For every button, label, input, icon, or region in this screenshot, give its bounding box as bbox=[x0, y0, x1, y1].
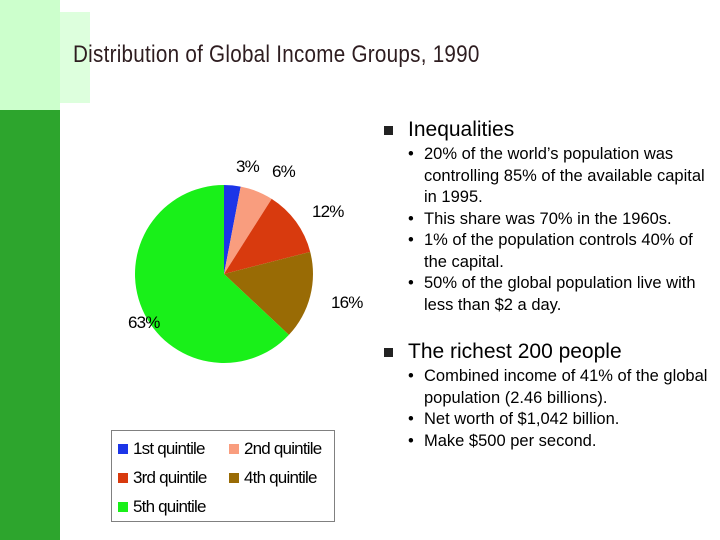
bullet-dot-icon: • bbox=[408, 231, 414, 249]
pie-data-label: 12% bbox=[312, 202, 344, 221]
decorative-band-side bbox=[0, 110, 60, 540]
legend-item-3rd-quintile: 3rd quintile bbox=[118, 468, 207, 488]
bullet-item: • Make $500 per second. bbox=[408, 431, 714, 453]
pie-slice-3rd-quintile bbox=[224, 198, 311, 274]
bullet-text: Make $500 per second. bbox=[424, 431, 597, 450]
legend-swatch bbox=[118, 444, 128, 454]
bullet-dot-icon: • bbox=[408, 410, 414, 428]
section-inequalities: Inequalities • 20% of the world’s populat… bbox=[384, 118, 714, 316]
legend-label: 5th quintile bbox=[133, 497, 206, 516]
title-accent-box bbox=[60, 12, 90, 103]
bullet-dot-icon: • bbox=[408, 274, 414, 292]
pie-slice-1st-quintile bbox=[224, 185, 241, 274]
bullet-item: • 20% of the world’s population was contr… bbox=[408, 144, 714, 209]
legend-item-4th-quintile: 4th quintile bbox=[229, 468, 317, 488]
legend-swatch bbox=[118, 473, 128, 483]
section-heading: Inequalities bbox=[408, 118, 515, 141]
legend-swatch bbox=[229, 444, 239, 454]
legend-item-5th-quintile: 5th quintile bbox=[118, 497, 206, 517]
bullet-text: This share was 70% in the 1960s. bbox=[424, 209, 672, 228]
bullet-text: Net worth of $1,042 billion. bbox=[424, 410, 620, 428]
legend-swatch bbox=[229, 473, 239, 483]
pie-slice-2nd-quintile bbox=[224, 186, 272, 274]
bullet-item: • 50% of the global population live with … bbox=[408, 273, 714, 316]
legend-item-1st-quintile: 1st quintile bbox=[118, 439, 205, 459]
legend-swatch bbox=[118, 502, 128, 512]
bullet-dot-icon: • bbox=[408, 367, 414, 385]
pie-data-label: 6% bbox=[272, 162, 296, 181]
bullet-text: 50% of the global population live with l… bbox=[424, 274, 696, 314]
slide-title: Distribution of Global Income Groups, 19… bbox=[73, 41, 480, 68]
pie-chart: 3% 6% 12% 16% 63% bbox=[128, 157, 364, 363]
pie-data-label: 3% bbox=[236, 157, 260, 176]
bullet-dot-icon: • bbox=[408, 209, 414, 228]
pie-data-label: 16% bbox=[331, 293, 363, 312]
chart-legend: 1st quintile 2nd quintile 3rd quintile 4… bbox=[111, 430, 335, 522]
bullet-item: • Combined income of 41% of the global po… bbox=[408, 366, 714, 409]
section-richest-200: The richest 200 people • Combined income … bbox=[384, 340, 714, 458]
bullet-item: • 1% of the population controls 40% of th… bbox=[408, 230, 714, 273]
bullet-item: • This share was 70% in the 1960s. bbox=[408, 209, 714, 231]
bullet-item: • Net worth of $1,042 billion. bbox=[408, 409, 714, 431]
pie-slice-5th-quintile bbox=[134, 185, 289, 363]
bullet-list: Inequalities • 20% of the world’s populat… bbox=[384, 118, 714, 450]
bullet-dot-icon: • bbox=[408, 145, 414, 163]
legend-label: 4th quintile bbox=[244, 468, 317, 487]
legend-label: 1st quintile bbox=[133, 439, 205, 458]
legend-label: 3rd quintile bbox=[133, 468, 207, 487]
square-bullet-icon bbox=[384, 348, 393, 357]
decorative-band-top bbox=[0, 0, 60, 110]
section-heading: The richest 200 people bbox=[408, 340, 622, 363]
bullet-text: 20% of the world’s population was contro… bbox=[424, 145, 705, 206]
legend-item-2nd-quintile: 2nd quintile bbox=[229, 439, 322, 459]
legend-label: 2nd quintile bbox=[244, 439, 322, 458]
bullet-text: 1% of the population controls 40% of the… bbox=[424, 231, 693, 271]
bullet-text: Combined income of 41% of the global pop… bbox=[424, 367, 708, 407]
square-bullet-icon bbox=[384, 126, 393, 135]
pie-data-label: 63% bbox=[128, 313, 160, 332]
bullet-dot-icon: • bbox=[408, 431, 414, 450]
pie-slice-4th-quintile bbox=[224, 251, 313, 335]
